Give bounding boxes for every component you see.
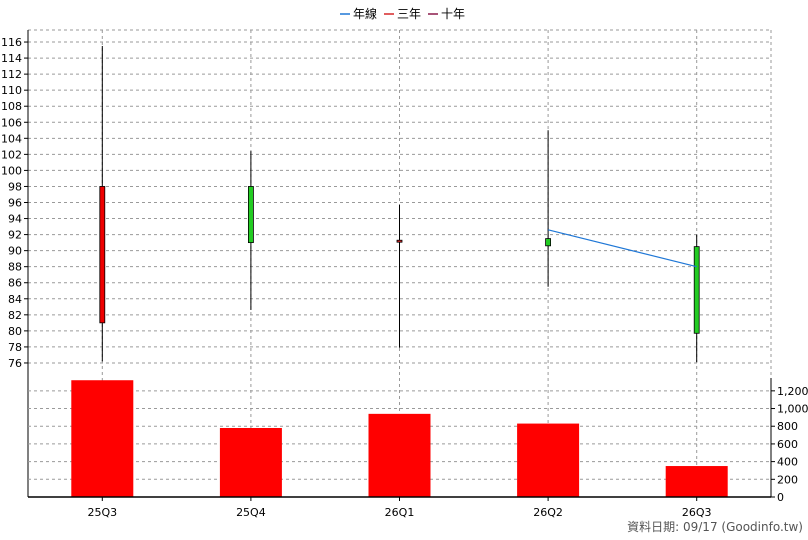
candle-body	[693, 246, 700, 334]
chart-legend: 年線 三年 十年	[340, 6, 465, 21]
x-tick-label: 26Q2	[533, 506, 563, 519]
y-tick-label: 92	[8, 229, 22, 242]
y-tick-label: 78	[8, 341, 22, 354]
x-tick-label: 26Q1	[385, 506, 415, 519]
y-tick-label: 112	[1, 68, 22, 81]
y2-tick-label: 600	[777, 438, 798, 451]
y2-tick-label: 400	[777, 456, 798, 469]
volume-bar	[665, 466, 728, 497]
y-tick-label: 84	[8, 293, 22, 306]
x-tick-label: 25Q3	[87, 506, 117, 519]
y-tick-label: 80	[8, 325, 22, 338]
x-axis: 25Q3 25Q4 26Q1 26Q2 26Q3	[28, 496, 771, 519]
y-tick-label: 96	[8, 197, 22, 210]
y-tick-label: 106	[1, 116, 22, 129]
y2-tick-label: 1,000	[777, 403, 808, 416]
y-tick-label: 108	[1, 100, 22, 113]
y-tick-label: 110	[1, 84, 22, 97]
y-tick-label: 114	[1, 52, 22, 65]
y-tick-label: 76	[8, 357, 22, 370]
y-tick-label: 88	[8, 261, 22, 274]
y-tick-label: 82	[8, 309, 22, 322]
year-line	[547, 229, 697, 268]
y-tick-label: 100	[1, 164, 22, 177]
legend-label: 三年	[397, 7, 421, 21]
price-panel-grid: 76 78 80 82 84 86 88 90 92 94 96 98 100 102 104 106 108 1…	[1, 29, 772, 497]
y2-tick-label: 800	[777, 420, 798, 433]
volume-bar	[368, 413, 431, 497]
volume-bar	[517, 423, 580, 497]
y-tick-label: 98	[8, 180, 22, 193]
footer-source: 資料日期: 09/17 (Goodinfo.tw)	[627, 520, 803, 534]
y2-tick-label: 0	[777, 491, 784, 504]
x-tick-label: 25Q4	[236, 506, 266, 519]
y-tick-label: 94	[8, 213, 22, 226]
y2-tick-label: 200	[777, 473, 798, 486]
legend-label: 十年	[441, 7, 465, 21]
y2-tick-label: 1,200	[777, 385, 808, 398]
candle-body	[396, 239, 403, 243]
candle-body	[247, 186, 254, 244]
volume-panel-grid: 0 200 400 600 800 1,000 1,200	[28, 378, 808, 504]
candle-body	[545, 238, 551, 247]
y-tick-label: 86	[8, 277, 22, 290]
volume-panel	[71, 380, 728, 497]
candle-body	[99, 186, 106, 324]
volume-bar	[71, 380, 134, 497]
y-tick-label: 90	[8, 245, 22, 258]
x-tick-label: 26Q3	[682, 506, 712, 519]
y-tick-label: 116	[1, 36, 22, 49]
volume-bar	[219, 428, 282, 497]
price-panel	[99, 46, 700, 363]
y-tick-label: 104	[1, 132, 22, 145]
legend-label: 年線	[353, 6, 377, 21]
y-tick-label: 102	[1, 148, 22, 161]
